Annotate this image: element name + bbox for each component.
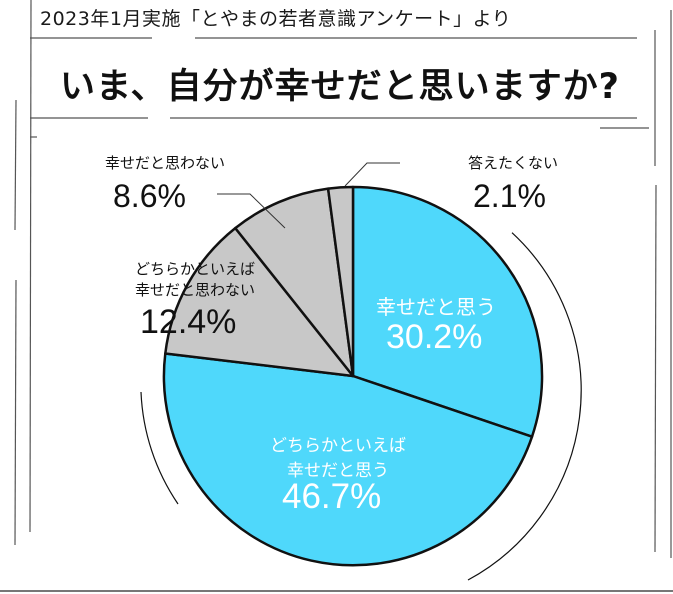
value-somewhat-happy: 46.7% (282, 477, 382, 516)
value-no-answer: 2.1% (473, 178, 546, 214)
decorative-arc (140, 391, 179, 505)
slice-somewhat-not-happy (164, 226, 355, 378)
label-somewhat-not-happy: どちらかといえば 幸せだと思わない (120, 258, 270, 300)
decorative-arc (467, 232, 582, 581)
value-not-happy: 8.6% (113, 178, 186, 214)
label-line: どちらかといえば (270, 436, 406, 456)
slice-somewhat-happy (162, 352, 534, 567)
leader-line-no-answer (344, 162, 400, 187)
value-somewhat-not-happy: 12.4% (140, 303, 237, 341)
survey-source: 2023年1月実施「とやまの若者意識アンケート」より (40, 8, 512, 30)
label-happy: 幸せだと思う (376, 295, 496, 319)
slice-no-answer (326, 185, 355, 378)
label-line: どちらかといえば (134, 260, 255, 278)
label-line: 幸せだと思う (287, 461, 389, 481)
label-somewhat-happy: どちらかといえば 幸せだと思う (258, 431, 418, 481)
label-line: 幸せだと思わない (134, 281, 255, 299)
value-happy: 30.2% (386, 318, 483, 356)
slice-not-happy (234, 187, 355, 378)
page-title: いま、自分が幸せだと思いますか? (60, 67, 620, 107)
frame-line (29, 0, 32, 533)
label-not-happy: 幸せだと思わない (105, 154, 226, 172)
frame-line (14, 279, 17, 546)
leader-line-not-happy (217, 193, 286, 229)
label-no-answer: 答えたくない (468, 154, 559, 172)
frame-line (14, 99, 17, 231)
slice-happy (351, 185, 544, 438)
frame-line (654, 184, 657, 553)
pie-chart (162, 185, 544, 567)
